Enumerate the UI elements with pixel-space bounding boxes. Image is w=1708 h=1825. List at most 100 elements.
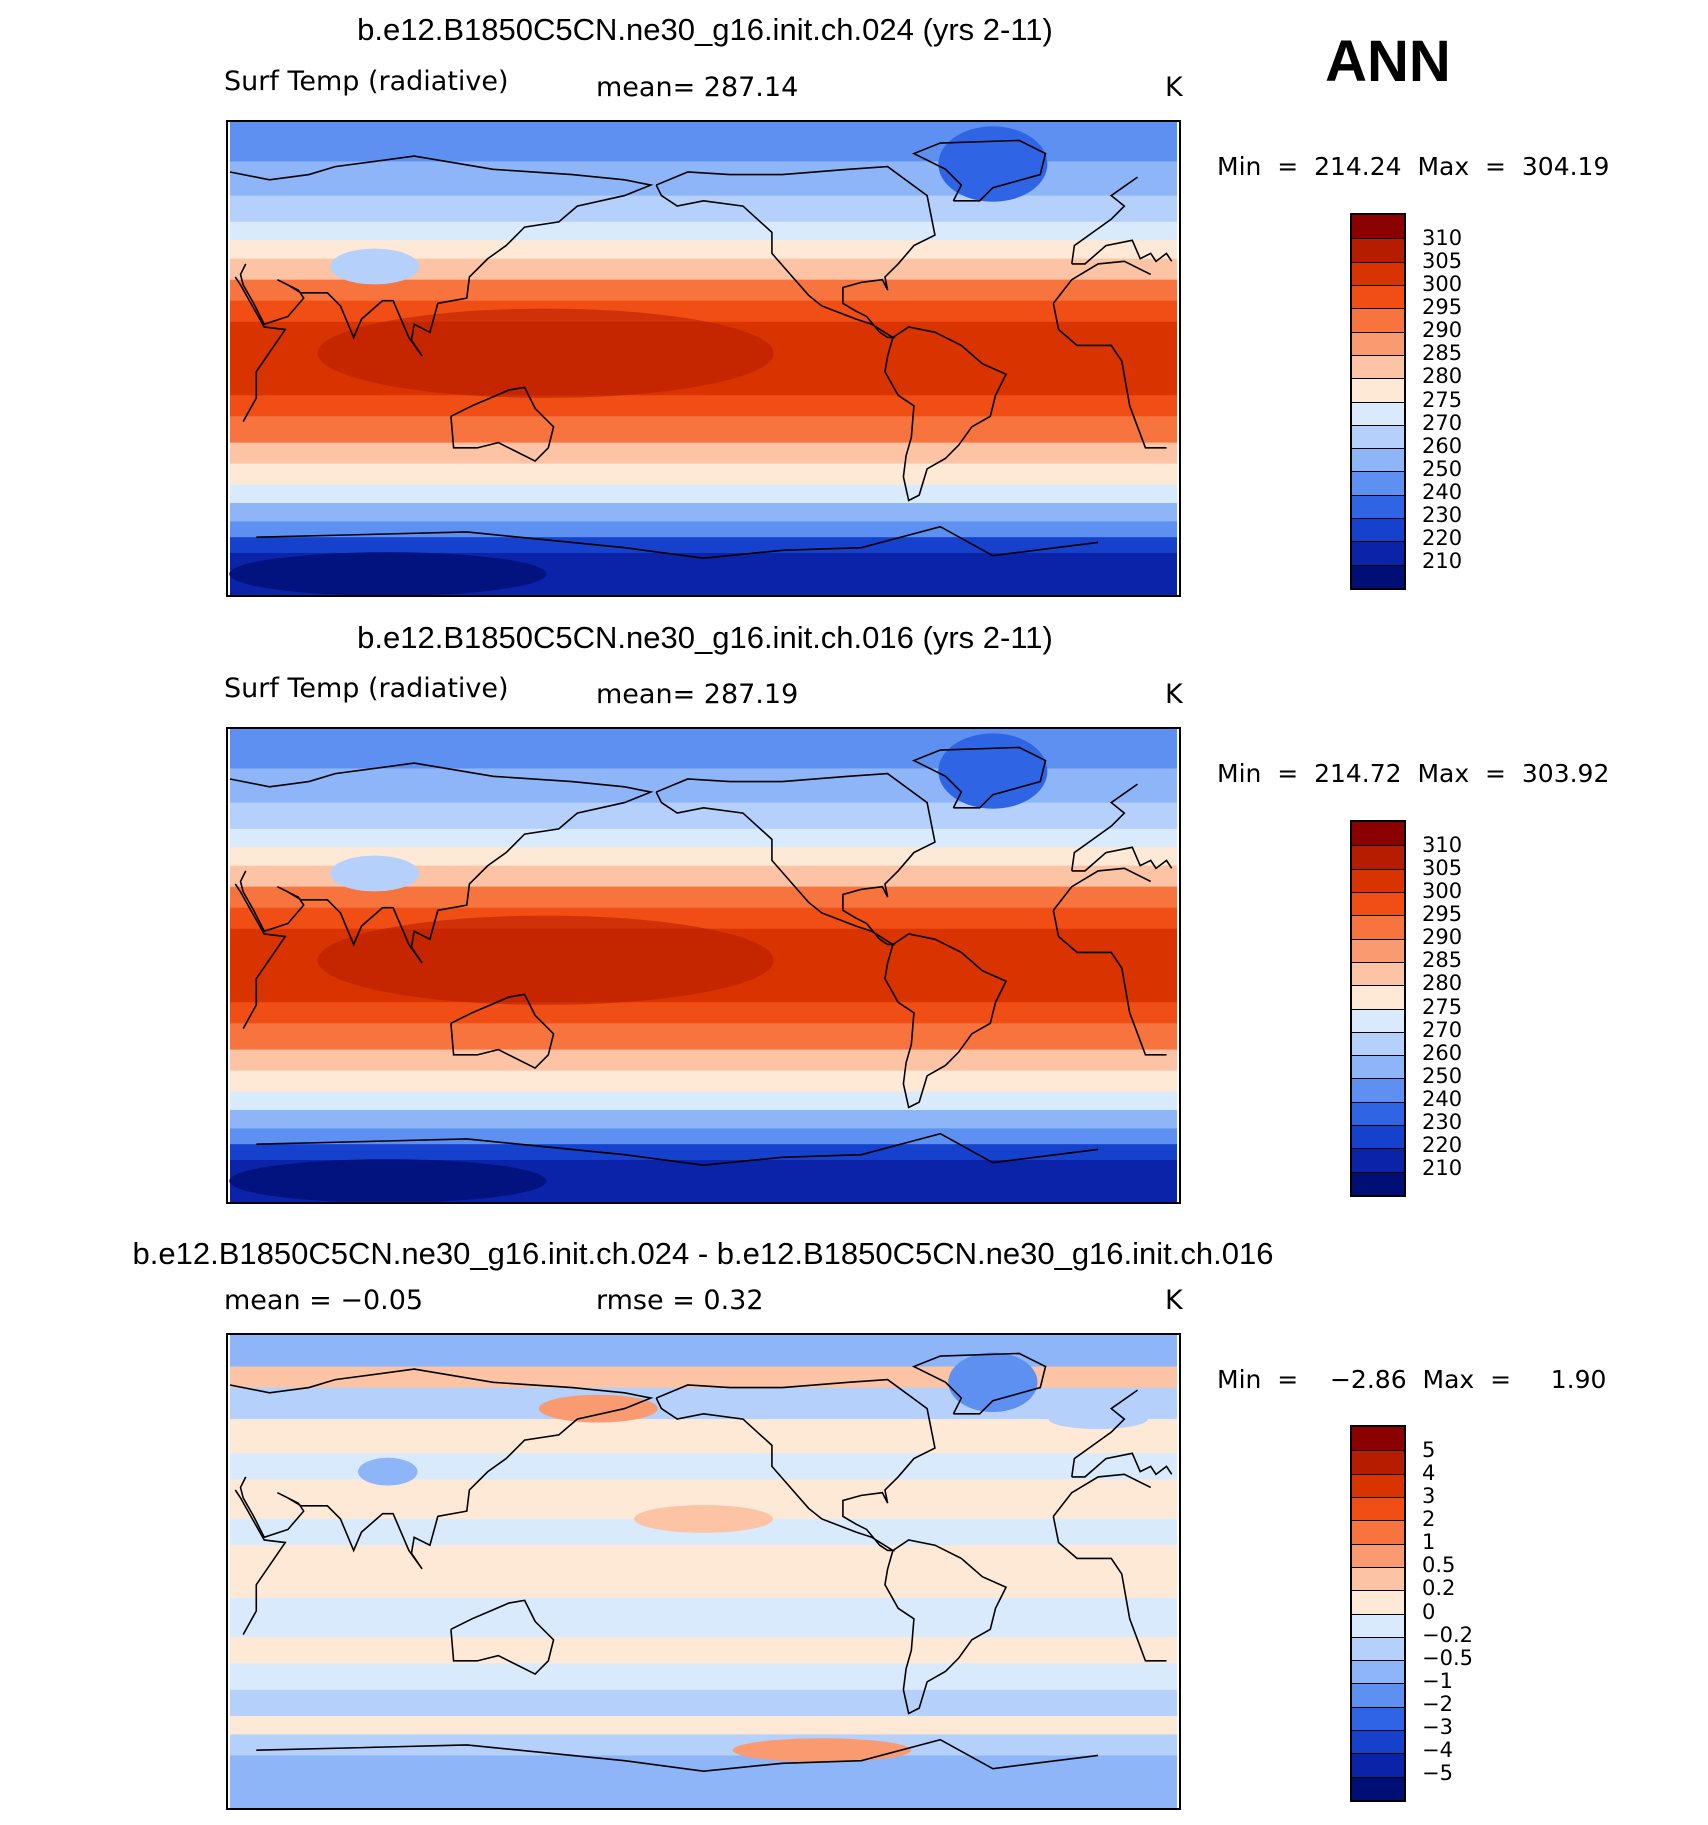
colorbar-box [1352, 331, 1404, 355]
colorbar-tick-label: 5 [1422, 1438, 1436, 1463]
colorbar-box [1352, 494, 1404, 519]
map-latitude-band [230, 1716, 1177, 1735]
colorbar-tick-label: 290 [1422, 925, 1463, 950]
colorbar-box [1352, 401, 1404, 425]
colorbar-box [1352, 1543, 1404, 1567]
colorbar-box [1352, 378, 1404, 402]
map-latitude-band [230, 907, 1177, 930]
colorbar-tick-label: 280 [1422, 971, 1463, 996]
coastline-eurasia [229, 762, 1173, 964]
panel-2-units-label: K [1165, 679, 1183, 710]
colorbar-box [1352, 1683, 1404, 1707]
colorbar-box [1352, 938, 1404, 962]
coastline-greenland [911, 746, 1047, 809]
map-latitude-band [230, 1144, 1177, 1161]
map-tibet-cold [330, 855, 420, 892]
colorbar-tick-label: 4 [1422, 1461, 1436, 1486]
coastline-eurasia [229, 1368, 1173, 1570]
colorbar-tick-label: 250 [1422, 456, 1463, 481]
colorbar-tick-label: −5 [1422, 1760, 1453, 1785]
colorbar-box [1352, 354, 1404, 379]
coastline-greenland [911, 139, 1047, 202]
map-latitude-band [230, 537, 1177, 554]
coastline-greenland [911, 1352, 1047, 1415]
map-diff-blob [732, 1738, 912, 1763]
panel-2-mean-label: mean= 287.19 [596, 679, 799, 710]
panel-1-minmax: Min = 214.24 Max = 304.19 [1217, 152, 1610, 181]
map-latitude-band [230, 1387, 1177, 1420]
colorbar-tick-label: 210 [1422, 548, 1463, 573]
colorbar-tick-label: 305 [1422, 856, 1463, 881]
colorbar-box [1352, 1776, 1404, 1800]
colorbar-box [1352, 1101, 1404, 1126]
map-diff-blob [538, 1394, 658, 1423]
colorbar-tick-label: −3 [1422, 1714, 1453, 1739]
map-latitude-band [230, 1335, 1177, 1368]
colorbar-box [1352, 1148, 1404, 1172]
colorbar-box [1352, 1636, 1404, 1661]
colorbar-tick-label: 230 [1422, 1109, 1463, 1134]
coastline-antarctica [256, 1132, 1099, 1167]
colorbar-tick-label: −2 [1422, 1691, 1453, 1716]
colorbar-box [1352, 845, 1404, 869]
map-latitude-band [230, 1366, 1177, 1389]
colorbar-box [1352, 1125, 1404, 1149]
map-warm-pool [317, 915, 774, 1005]
panel-1-map [226, 120, 1181, 597]
map-greenland-cold [938, 733, 1048, 809]
colorbar-tick-label: 285 [1422, 341, 1463, 366]
colorbar-tick-label: 260 [1422, 1040, 1463, 1065]
colorbar-tick-label: 260 [1422, 433, 1463, 458]
colorbar-box [1352, 518, 1404, 542]
map-latitude-band [230, 802, 1177, 830]
colorbar-tick-label: 0.5 [1422, 1553, 1456, 1578]
panel-3-mean-label: mean = −0.05 [224, 1285, 424, 1316]
colorbar-tick-label: 295 [1422, 902, 1463, 927]
colorbar-box [1352, 1427, 1404, 1451]
colorbar-tick-label: 275 [1422, 387, 1463, 412]
map-latitude-band [230, 1070, 1177, 1093]
colorbar-tick-label: 0.2 [1422, 1576, 1456, 1601]
colorbar-tick-label: 300 [1422, 879, 1463, 904]
map-latitude-band [230, 1091, 1177, 1111]
map-latitude-band [230, 865, 1177, 888]
colorbar-tick-label: 2 [1422, 1507, 1436, 1532]
map-latitude-band [230, 1419, 1177, 1454]
colorbar-box [1352, 1590, 1404, 1614]
colorbar-tick-label: 310 [1422, 226, 1463, 251]
panel-3-map [226, 1333, 1181, 1810]
colorbar-box [1352, 1660, 1404, 1684]
coastline-australia [450, 993, 555, 1069]
panel-1-colorbar [1350, 213, 1406, 590]
colorbar-box [1352, 1008, 1404, 1032]
colorbar-box [1352, 424, 1404, 449]
panel-1-map-svg [229, 122, 1177, 595]
colorbar-tick-label: −4 [1422, 1737, 1453, 1762]
panel-2-minmax: Min = 214.72 Max = 303.92 [1217, 759, 1610, 788]
map-latitude-band [230, 847, 1177, 867]
coastline-africa [234, 260, 1167, 449]
colorbar-tick-label: 275 [1422, 994, 1463, 1019]
panel-3-rmse-label: rmse = 0.32 [596, 1285, 764, 1316]
map-diff-blob [948, 1352, 1038, 1413]
colorbar-box [1352, 1031, 1404, 1056]
coastline-namerica [655, 165, 936, 339]
panel-2-map [226, 727, 1181, 1204]
map-latitude-band [230, 221, 1177, 241]
panel-2-colorbar [1350, 820, 1406, 1197]
coastline-samerica [884, 326, 1008, 502]
map-latitude-band [230, 300, 1177, 323]
panel-3-minmax: Min = −2.86 Max = 1.90 [1217, 1365, 1607, 1394]
colorbar-box [1352, 284, 1404, 309]
colorbar-tick-label: 220 [1422, 525, 1463, 550]
map-antarctic-cold [229, 552, 547, 595]
map-latitude-band [230, 258, 1177, 281]
colorbar-box [1352, 891, 1404, 916]
map-latitude-band [230, 1734, 1177, 1756]
colorbar-box [1352, 1078, 1404, 1102]
colorbar-tick-label: 210 [1422, 1155, 1463, 1180]
colorbar-tick-label: 310 [1422, 833, 1463, 858]
colorbar-tick-label: 305 [1422, 249, 1463, 274]
panel-2-map-svg [229, 729, 1177, 1202]
colorbar-tick-label: −1 [1422, 1668, 1453, 1693]
